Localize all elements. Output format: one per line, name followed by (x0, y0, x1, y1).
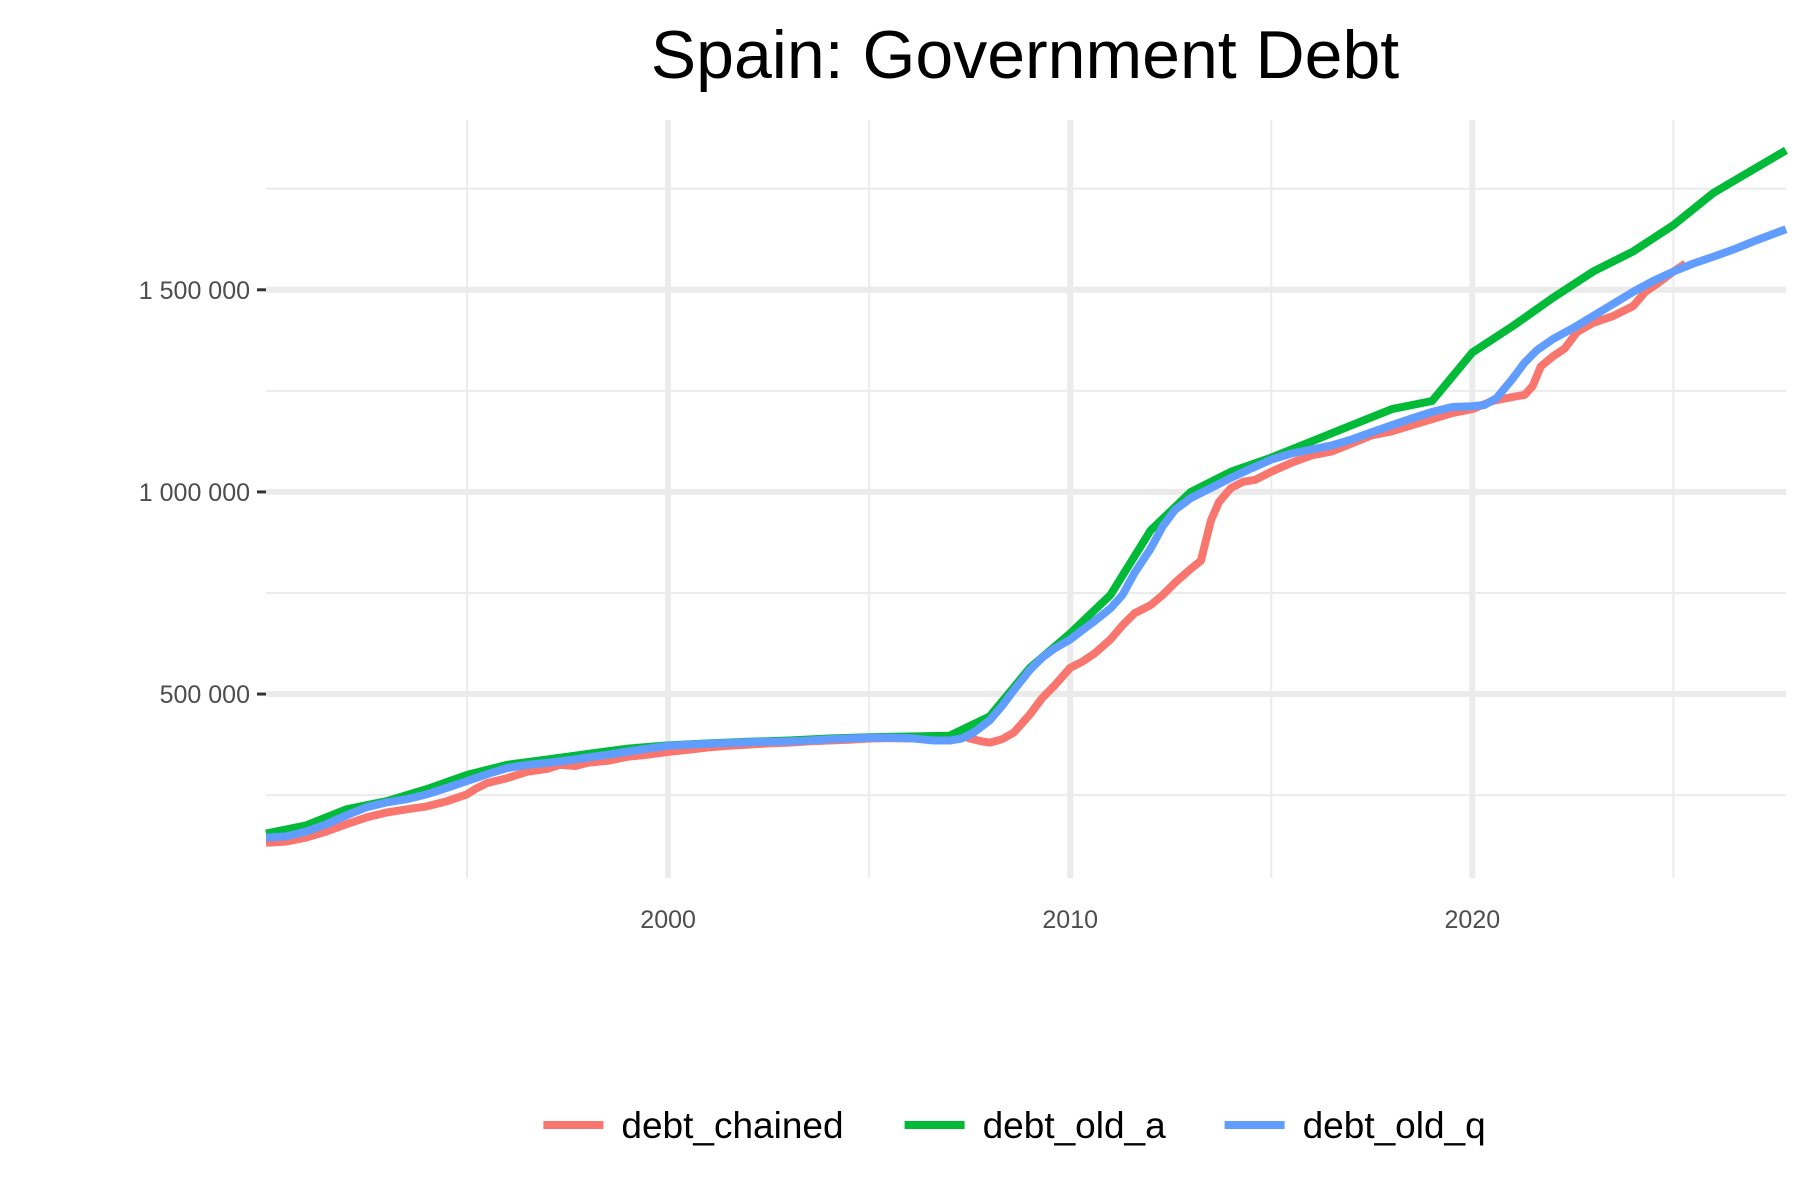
y-axis: 500 000 1 000 000 1 500 000 (139, 277, 266, 709)
y-tick-label: 1 000 000 (139, 479, 250, 507)
x-axis: 2000 2010 2020 (640, 906, 1500, 934)
series-line-debt-old-q (265, 225, 1788, 842)
legend-label-debt-old-a: debt_old_a (983, 1105, 1167, 1146)
y-tick-label: 500 000 (160, 681, 250, 709)
x-tick-label: 2020 (1445, 906, 1501, 934)
chart-title: Spain: Government Debt (651, 17, 1400, 93)
legend-label-debt-old-q: debt_old_q (1303, 1105, 1486, 1146)
x-tick-label: 2000 (640, 906, 696, 934)
major-gridlines (266, 120, 1786, 878)
legend: debt_chained debt_old_a debt_old_q (543, 1105, 1486, 1146)
minor-gridlines (266, 120, 1786, 878)
y-tick-label: 1 500 000 (139, 277, 250, 305)
series-lines (265, 146, 1789, 847)
x-tick-label: 2010 (1042, 906, 1098, 934)
legend-label-debt-chained: debt_chained (621, 1105, 843, 1146)
